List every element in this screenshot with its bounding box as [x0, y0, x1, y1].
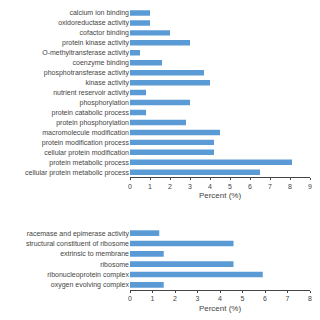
- svg-text:ribosome: ribosome: [100, 261, 129, 268]
- svg-text:4: 4: [218, 295, 222, 302]
- svg-text:cellular protein metabolic pro: cellular protein metabolic process: [25, 169, 129, 177]
- svg-text:8: 8: [308, 295, 312, 302]
- svg-text:5: 5: [241, 295, 245, 302]
- svg-text:7: 7: [286, 295, 290, 302]
- svg-text:3: 3: [196, 295, 200, 302]
- svg-text:protein metabolic process: protein metabolic process: [49, 159, 129, 167]
- svg-text:0: 0: [128, 183, 132, 190]
- svg-text:protein modification process: protein modification process: [42, 139, 130, 147]
- svg-text:9: 9: [308, 183, 312, 190]
- svg-text:5: 5: [228, 183, 232, 190]
- svg-text:phosphotransferase activity: phosphotransferase activity: [44, 69, 130, 77]
- svg-text:phosphorylation: phosphorylation: [80, 99, 130, 107]
- svg-text:2: 2: [173, 295, 177, 302]
- svg-text:calcium ion binding: calcium ion binding: [69, 9, 129, 17]
- svg-text:3: 3: [188, 183, 192, 190]
- svg-text:7: 7: [268, 183, 272, 190]
- svg-text:kinase activity: kinase activity: [85, 79, 129, 87]
- svg-text:8: 8: [288, 183, 292, 190]
- svg-text:cofactor binding: cofactor binding: [80, 29, 130, 37]
- svg-text:Percent (%): Percent (%): [199, 304, 242, 313]
- svg-text:protein catabolic process: protein catabolic process: [52, 109, 130, 117]
- svg-text:oxygen evolving complex: oxygen evolving complex: [51, 281, 130, 289]
- svg-text:structural constituent of ribo: structural constituent of ribosome: [26, 240, 129, 247]
- svg-text:macromolecule modification: macromolecule modification: [42, 129, 129, 136]
- svg-text:nutrient reservoir activity: nutrient reservoir activity: [53, 89, 129, 97]
- svg-text:O-methyltransferase activity: O-methyltransferase activity: [42, 49, 129, 57]
- svg-text:oxidoreductase activity: oxidoreductase activity: [58, 19, 129, 27]
- svg-text:coenzyme binding: coenzyme binding: [73, 59, 130, 67]
- svg-text:protein phosphorylation: protein phosphorylation: [56, 119, 129, 127]
- svg-text:ribonucleoprotein complex: ribonucleoprotein complex: [47, 271, 129, 279]
- svg-text:1: 1: [148, 183, 152, 190]
- svg-text:racemase and epimerase activit: racemase and epimerase activity: [27, 230, 130, 238]
- svg-text:1: 1: [151, 295, 155, 302]
- svg-text:6: 6: [263, 295, 267, 302]
- svg-text:protein kinase activity: protein kinase activity: [62, 39, 129, 47]
- svg-text:4: 4: [208, 183, 212, 190]
- svg-text:extrinsic to membrane: extrinsic to membrane: [60, 250, 129, 257]
- svg-text:2: 2: [168, 183, 172, 190]
- svg-text:Percent (%): Percent (%): [199, 191, 242, 200]
- svg-text:6: 6: [248, 183, 252, 190]
- svg-text:cellular protein modification: cellular protein modification: [44, 149, 129, 157]
- svg-text:0: 0: [128, 295, 132, 302]
